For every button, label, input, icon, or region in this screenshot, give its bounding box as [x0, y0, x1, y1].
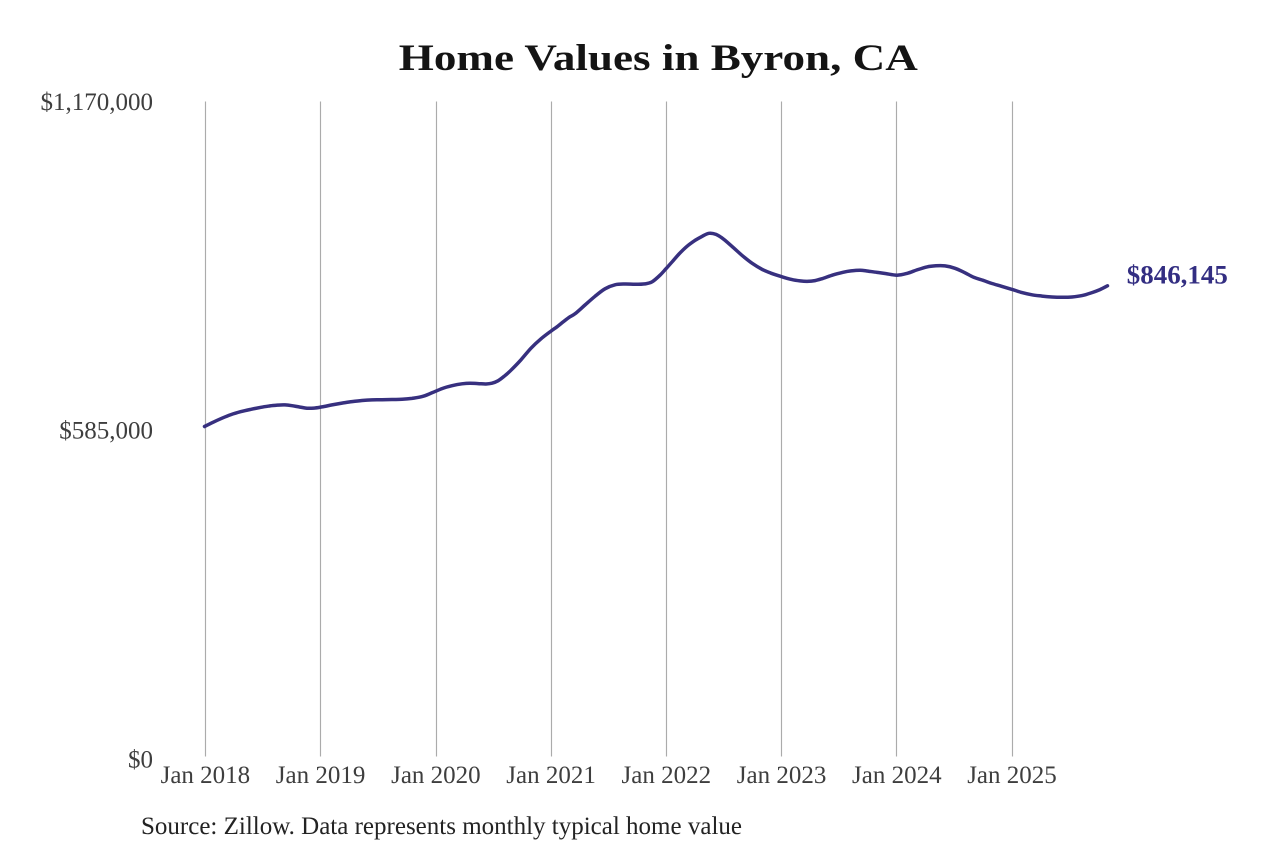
svg-text:$585,000: $585,000	[59, 418, 153, 445]
svg-text:Source: Zillow. Data represent: Source: Zillow. Data represents monthly …	[141, 813, 742, 840]
svg-text:Jan 2021: Jan 2021	[506, 762, 596, 789]
svg-text:Jan 2022: Jan 2022	[622, 762, 712, 789]
svg-text:Jan 2025: Jan 2025	[967, 762, 1057, 789]
svg-text:$0: $0	[128, 747, 153, 774]
svg-text:Jan 2023: Jan 2023	[737, 762, 827, 789]
svg-text:$1,170,000: $1,170,000	[41, 89, 154, 116]
svg-text:Jan 2018: Jan 2018	[161, 762, 251, 789]
svg-text:Jan 2024: Jan 2024	[852, 762, 942, 789]
svg-text:Jan 2020: Jan 2020	[391, 762, 481, 789]
svg-text:Home Values in Byron, CA: Home Values in Byron, CA	[399, 37, 919, 78]
svg-text:$846,145: $846,145	[1127, 260, 1228, 289]
svg-text:Jan 2019: Jan 2019	[276, 762, 366, 789]
